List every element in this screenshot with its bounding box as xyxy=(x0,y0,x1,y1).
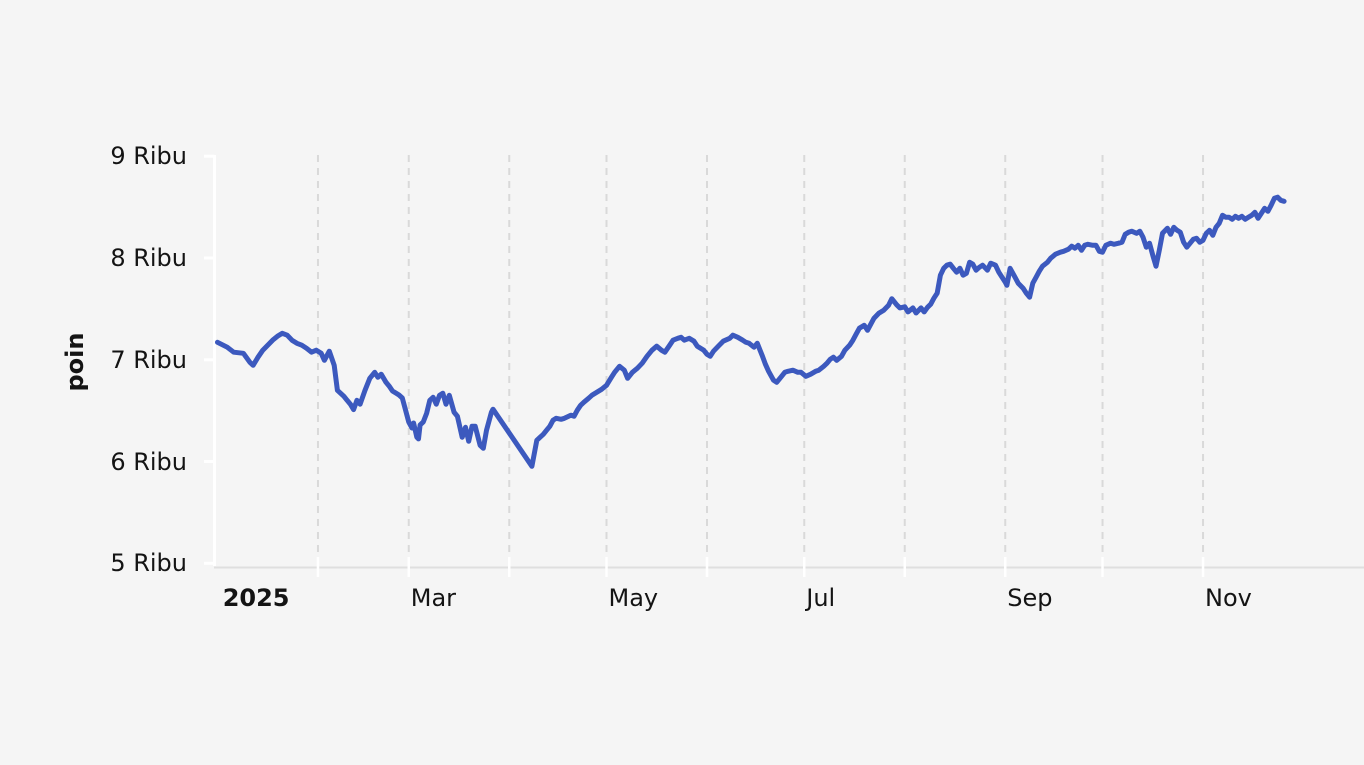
y-axis-tick-label: 9 Ribu xyxy=(110,142,187,171)
x-axis-tick-label: Sep xyxy=(1007,584,1053,612)
y-axis-tick-label: 5 Ribu xyxy=(110,549,187,578)
x-axis-tick-label: Mar xyxy=(410,584,457,612)
y-axis-tick-label: 8 Ribu xyxy=(110,243,187,272)
x-axis-tick-label: 2025 xyxy=(222,584,290,612)
y-axis-tick-label: 6 Ribu xyxy=(110,447,187,476)
x-axis-tick-label: May xyxy=(608,584,659,612)
x-axis-tick-label: Nov xyxy=(1205,584,1252,612)
x-axis-tick-label: Jul xyxy=(806,584,836,612)
y-axis-tick-label: 7 Ribu xyxy=(110,345,187,374)
price-line xyxy=(215,194,1287,469)
